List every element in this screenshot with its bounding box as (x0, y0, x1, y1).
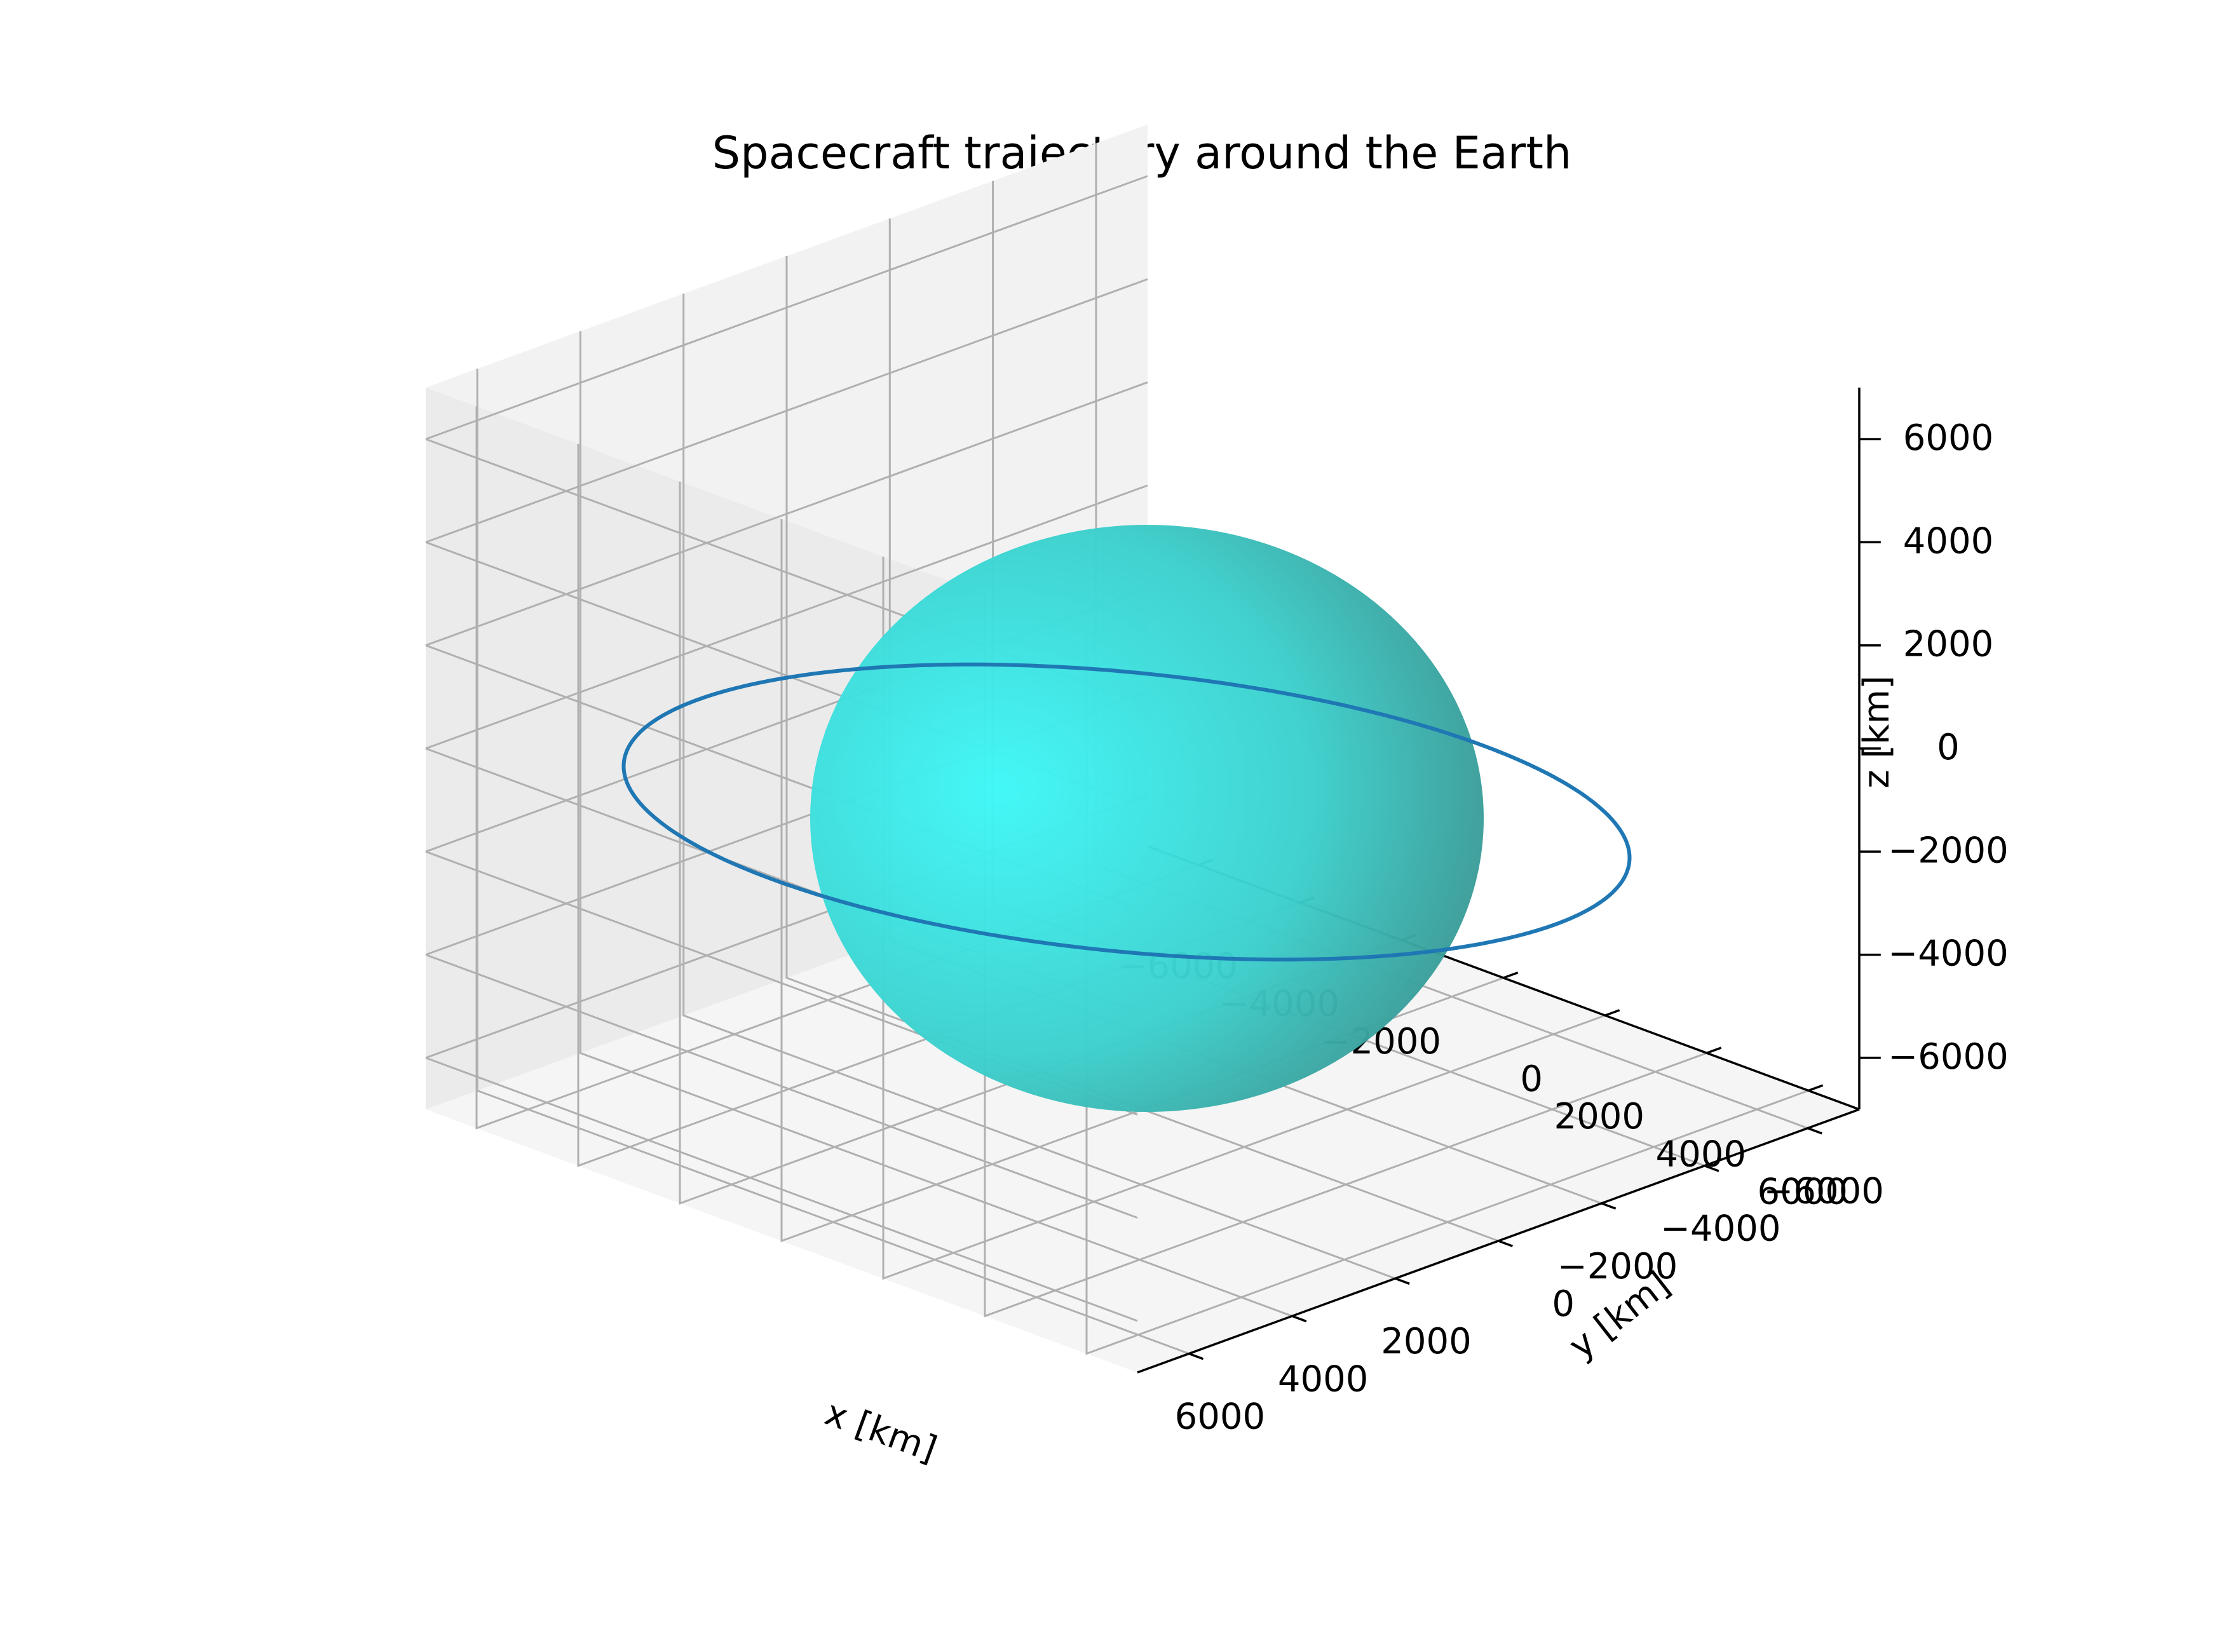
gridline-y (579, 331, 1292, 1317)
gridline-z-left (425, 381, 1148, 647)
z-tick-label: 6000 (1903, 417, 1994, 459)
y-tick-label: −2000 (1557, 1246, 1678, 1287)
y-tick-label: 0 (1552, 1283, 1575, 1325)
earth-sphere (810, 525, 1484, 1112)
x-tick (1503, 972, 1519, 979)
x-tick (1808, 1084, 1824, 1092)
z-tick-label: −4000 (1888, 933, 2008, 975)
gridlines (425, 143, 1809, 1355)
z-tick-label: 2000 (1903, 624, 1994, 665)
gridline-z-left (425, 278, 1148, 543)
trajectory-line (621, 662, 1632, 962)
gridline-y (785, 256, 1499, 1242)
z-tick-label: 4000 (1903, 520, 1994, 562)
x-tick (1706, 1046, 1722, 1054)
y-tick-label: 6000 (1175, 1396, 1266, 1437)
y-tick-label: −6000 (1763, 1171, 1883, 1212)
y-tick (1498, 1240, 1514, 1247)
y-tick-label: 2000 (1381, 1321, 1472, 1362)
z-tick-label: −2000 (1888, 830, 2008, 871)
x-tick (1604, 1009, 1620, 1017)
x-tick-label: 6000 (1757, 1171, 1848, 1212)
gridline-z-left (425, 175, 1148, 440)
x-axis-label: x [km] (820, 1392, 942, 1470)
gridline-y (476, 369, 1190, 1355)
z-tick-label: 0 (1937, 727, 1960, 768)
y-tick (1807, 1127, 1822, 1135)
y-tick-label: 4000 (1278, 1358, 1369, 1400)
axes-3d: −6000−6000−6000−4000−4000−4000−2000−2000… (425, 125, 2009, 1470)
y-tick-label: −4000 (1660, 1209, 1780, 1250)
y-tick (1188, 1352, 1204, 1360)
y-tick (1291, 1315, 1307, 1323)
y-tick (1395, 1277, 1410, 1285)
x-tick-label: 4000 (1655, 1134, 1746, 1175)
y-tick (1704, 1165, 1719, 1172)
y-tick (1601, 1202, 1617, 1210)
z-axis-label: z [km] (1856, 675, 1897, 789)
z-tick-label: −6000 (1888, 1036, 2008, 1078)
x-tick-label: 2000 (1554, 1096, 1644, 1137)
gridline-z-left (425, 484, 1148, 750)
x-tick-label: 0 (1520, 1059, 1543, 1100)
